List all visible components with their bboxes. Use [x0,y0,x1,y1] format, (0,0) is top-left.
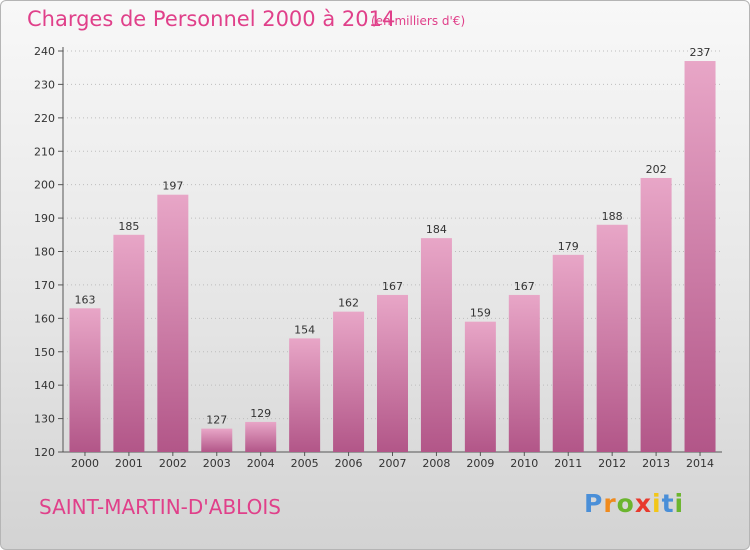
y-tick-label: 230 [34,78,55,91]
bar [113,234,145,452]
bar [157,194,189,453]
data-label: 159 [470,307,491,320]
data-label: 185 [118,220,139,233]
logo-letter: r [603,489,617,518]
data-label: 179 [558,240,579,253]
bar [552,254,584,452]
data-label: 127 [206,414,227,427]
bar [596,224,628,452]
bar [508,294,540,452]
data-label: 167 [514,280,535,293]
bar [377,294,408,452]
bar [201,428,233,452]
y-tick-label: 130 [34,413,55,426]
logo-letter: i [652,489,662,518]
data-label: 129 [250,407,271,420]
x-tick-label: 2014 [686,457,714,470]
x-tick-label: 2007 [379,457,407,470]
data-label: 154 [294,323,315,336]
value-labels: 163 185 197 127 129 154 162 167 184 159 167 179 188 2… [74,46,710,427]
bar [69,308,101,452]
logo-letter: i [674,489,685,518]
bars [69,61,716,453]
data-label: 202 [646,163,667,176]
x-tick-label: 2000 [71,457,99,470]
bar [333,311,365,452]
y-tick-label: 150 [34,346,55,359]
data-label: 162 [338,297,359,310]
y-tick-label: 220 [34,112,55,125]
bar [420,238,452,452]
bar [464,321,496,452]
data-label: 197 [162,180,183,193]
x-tick-label: 2009 [466,457,494,470]
x-tick-label: 2001 [115,457,143,470]
data-label: 163 [74,293,95,306]
y-tick-label: 140 [34,379,55,392]
logo-letter: t [661,489,675,518]
bar [640,177,672,452]
data-label: 237 [690,46,711,59]
x-tick-label: 2013 [642,457,670,470]
x-tick-label: 2004 [247,457,275,470]
y-tick-label: 190 [34,212,55,225]
y-tick-label: 170 [34,279,55,292]
bar [289,338,321,452]
x-tick-label: 2005 [291,457,319,470]
x-tick-label: 2003 [203,457,231,470]
y-tick-label: 160 [34,312,55,325]
y-tick-label: 120 [34,446,55,459]
data-label: 188 [602,210,623,223]
y-tick-label: 210 [34,145,55,158]
chart-subtitle: (en milliers d'€) [371,14,466,28]
bar [684,61,716,453]
bar [245,421,277,452]
data-label: 167 [382,280,403,293]
x-tick-label: 2008 [422,457,450,470]
x-tick-label: 2011 [554,457,582,470]
logo-letter: P [584,489,604,518]
x-tick-label: 2010 [510,457,538,470]
y-tick-label: 200 [34,179,55,192]
x-tick-label: 2012 [598,457,626,470]
data-label: 184 [426,223,447,236]
chart-title: Charges de Personnel 2000 à 2014 [27,7,396,31]
x-tick-label: 2002 [159,457,187,470]
logo-letter: o [616,489,635,518]
proxiti-logo[interactable]: Proxiti [584,489,684,518]
logo-letter: x [634,489,652,518]
place-name: SAINT-MARTIN-D'ABLOIS [39,495,281,519]
y-tick-label: 240 [34,45,55,58]
x-tick-label: 2006 [335,457,363,470]
y-tick-label: 180 [34,246,55,259]
